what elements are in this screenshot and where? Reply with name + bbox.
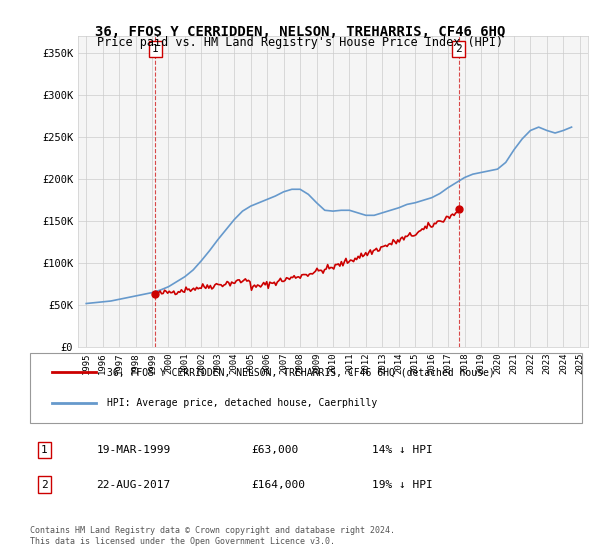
Text: 36, FFOS Y CERRIDDEN, NELSON, TREHARRIS, CF46 6HQ: 36, FFOS Y CERRIDDEN, NELSON, TREHARRIS,… <box>95 25 505 39</box>
Text: 19-MAR-1999: 19-MAR-1999 <box>96 445 170 455</box>
Text: £63,000: £63,000 <box>251 445 298 455</box>
Text: 36, FFOS Y CERRIDDEN, NELSON, TREHARRIS, CF46 6HQ (detached house): 36, FFOS Y CERRIDDEN, NELSON, TREHARRIS,… <box>107 367 495 377</box>
Text: 1: 1 <box>152 44 159 54</box>
Text: 1: 1 <box>41 445 48 455</box>
Text: 22-AUG-2017: 22-AUG-2017 <box>96 479 170 489</box>
Text: £164,000: £164,000 <box>251 479 305 489</box>
Text: HPI: Average price, detached house, Caerphilly: HPI: Average price, detached house, Caer… <box>107 398 377 408</box>
Text: 2: 2 <box>455 44 462 54</box>
Text: 19% ↓ HPI: 19% ↓ HPI <box>372 479 433 489</box>
Text: 2: 2 <box>41 479 48 489</box>
Text: Contains HM Land Registry data © Crown copyright and database right 2024.
This d: Contains HM Land Registry data © Crown c… <box>30 526 395 546</box>
Text: Price paid vs. HM Land Registry's House Price Index (HPI): Price paid vs. HM Land Registry's House … <box>97 36 503 49</box>
Text: 14% ↓ HPI: 14% ↓ HPI <box>372 445 433 455</box>
